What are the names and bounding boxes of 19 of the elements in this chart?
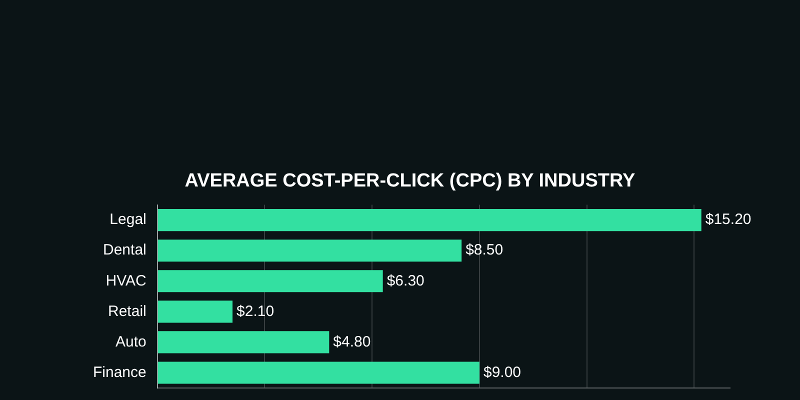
bar xyxy=(158,240,462,262)
data-label: $2.10 xyxy=(236,302,274,320)
bar xyxy=(158,270,383,292)
bar xyxy=(158,331,330,354)
y-tick-label: Dental xyxy=(103,242,146,259)
y-tick-label: Auto xyxy=(116,333,146,350)
y-tick-label: HVAC xyxy=(106,272,147,290)
bar xyxy=(158,362,480,384)
data-label: $4.80 xyxy=(333,333,371,350)
y-tick-label: Legal xyxy=(110,211,146,228)
y-tick-label: Retail xyxy=(108,302,146,320)
chart-title: AVERAGE COST-PER-CLICK (CPC) BY INDUSTRY xyxy=(184,170,636,192)
data-label: $9.00 xyxy=(483,364,522,381)
bar xyxy=(158,209,702,232)
bar xyxy=(158,300,233,323)
y-tick-label: Finance xyxy=(92,364,146,381)
data-label: $15.20 xyxy=(705,211,752,228)
data-label: $8.50 xyxy=(466,242,504,259)
data-label: $6.30 xyxy=(386,272,424,290)
